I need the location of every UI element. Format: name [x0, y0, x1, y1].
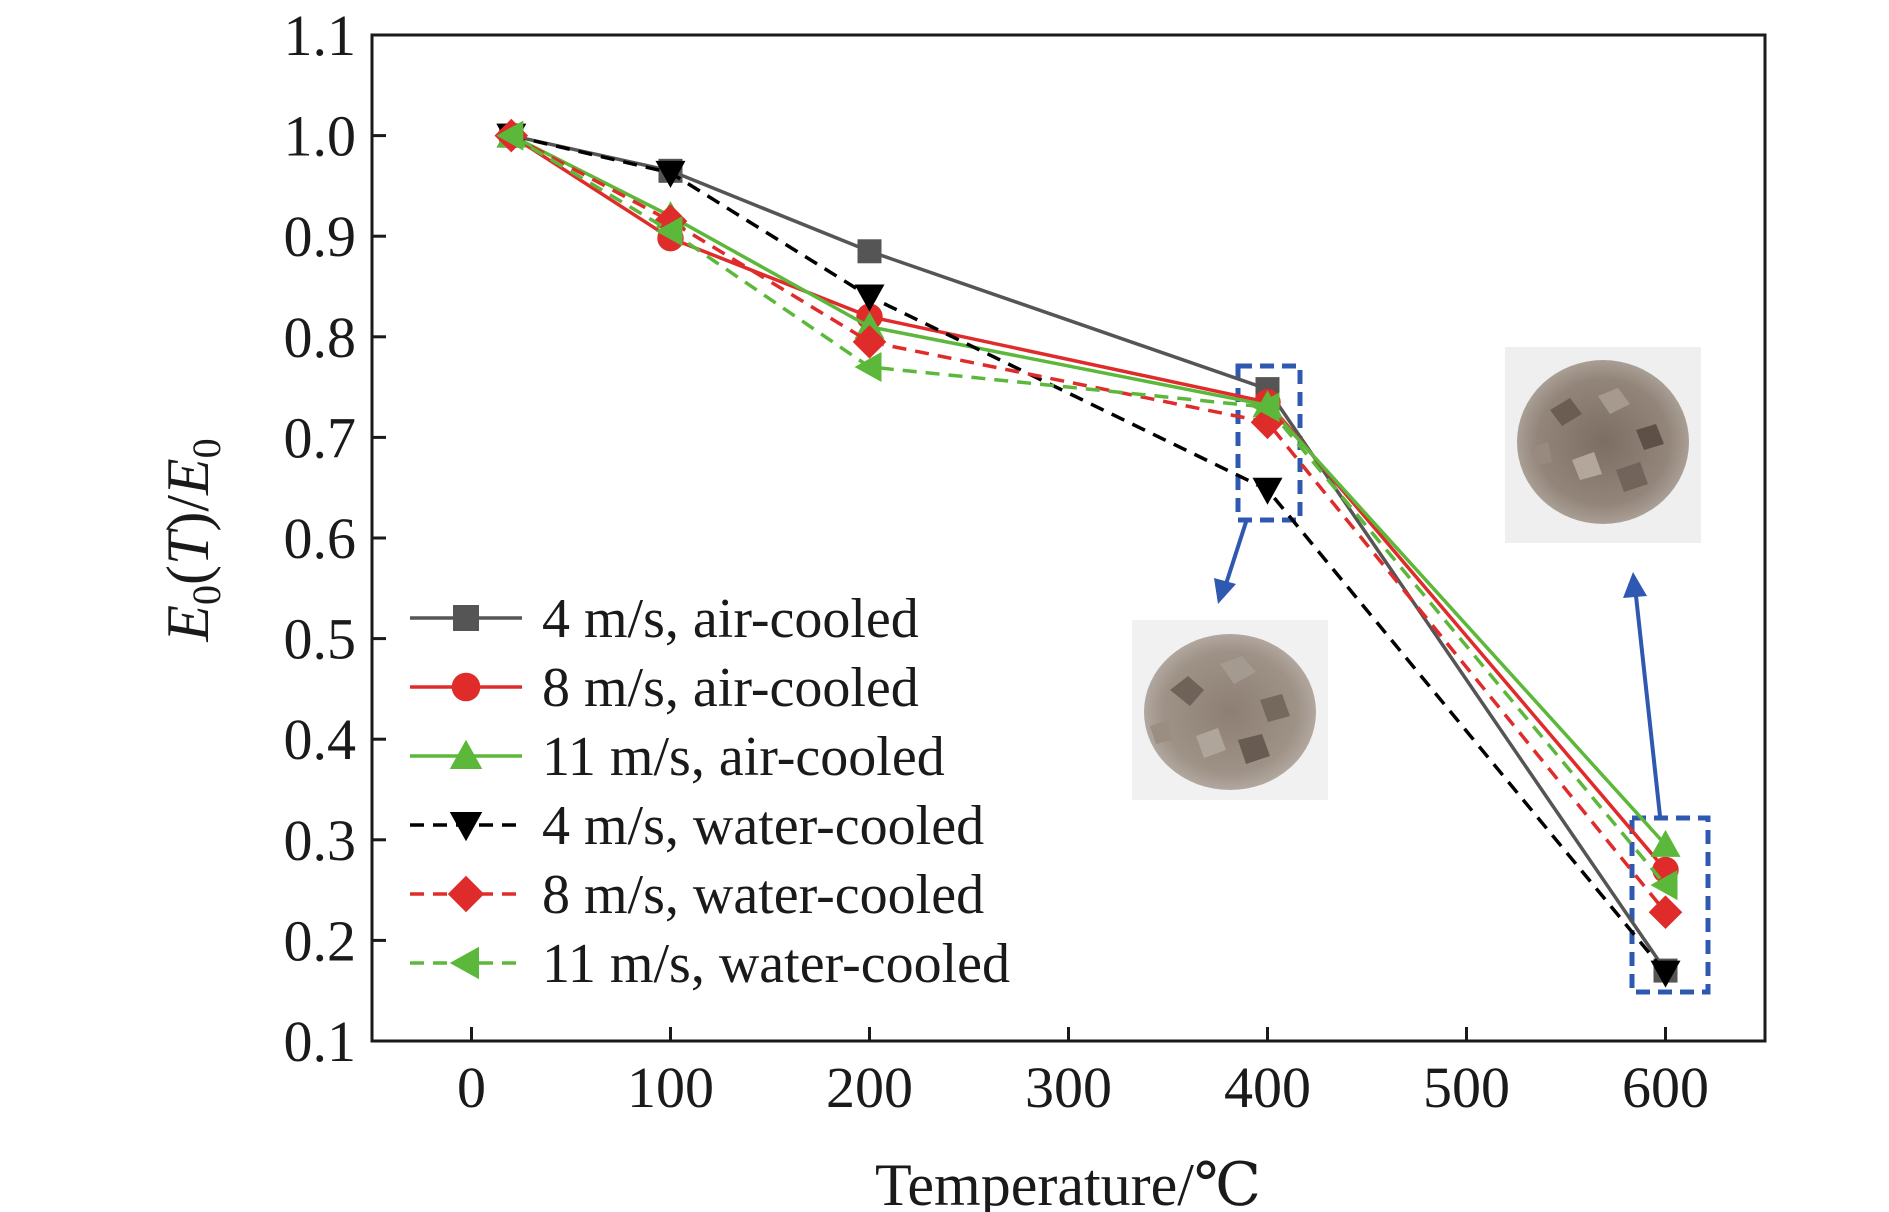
legend-item: 11 m/s, air-cooled: [410, 726, 945, 788]
legend-label: 8 m/s, air-cooled: [542, 657, 919, 719]
y-tick-label: 0.3: [284, 808, 357, 873]
rock-sample-photo-400: [1132, 620, 1328, 800]
data-point: [854, 284, 885, 312]
legend-label: 11 m/s, water-cooled: [542, 933, 1010, 995]
y-tick-label: 0.6: [284, 506, 357, 571]
data-point: [1252, 477, 1283, 505]
y-tick-label: 0.7: [284, 405, 357, 470]
x-tick-label: 600: [1622, 1055, 1709, 1120]
data-point: [655, 160, 686, 188]
legend-item: 8 m/s, air-cooled: [410, 657, 919, 719]
legend-marker: [447, 875, 485, 913]
highlight-box-600: [1629, 815, 1711, 995]
y-axis-title: E0(T)/E0: [155, 438, 229, 642]
y-tick-label: 0.8: [284, 305, 357, 370]
data-point: [653, 204, 688, 238]
y-tick-label: 1.0: [284, 104, 357, 169]
data-point: [1650, 960, 1681, 988]
arrow-600: [1623, 572, 1662, 817]
x-tick-label: 100: [627, 1055, 714, 1120]
data-point: [655, 216, 683, 247]
series-line: [510, 134, 1667, 914]
y-tick-label: 0.4: [284, 707, 357, 772]
legend-marker: [449, 812, 483, 842]
series-4: [496, 123, 1681, 988]
legend-marker: [451, 672, 481, 702]
x-tick-label: 200: [826, 1055, 913, 1120]
x-tick-label: 500: [1423, 1055, 1510, 1120]
arrow-400: [1214, 521, 1248, 604]
series-6: [496, 120, 1678, 901]
x-axis-title: Temperature/℃: [875, 1152, 1261, 1212]
data-point: [496, 120, 524, 151]
legend-item: 4 m/s, air-cooled: [410, 588, 919, 650]
legend-item: 11 m/s, water-cooled: [410, 933, 1010, 995]
y-tick-label: 0.9: [284, 204, 357, 269]
rock-sample-photo-600: [1505, 347, 1701, 543]
legend-marker: [453, 605, 479, 631]
y-tick-label: 1.1: [284, 3, 357, 68]
legend-marker: [449, 946, 479, 980]
axes: 0.1 0.2 0.3 0.4 0.5 0.6 0.7 0.8 0.9 1.0 1.1 0 100 200…: [284, 3, 1710, 1120]
legend-label: 4 m/s, water-cooled: [542, 795, 984, 857]
data-point: [1650, 829, 1681, 857]
y-tick-label: 0.1: [284, 1009, 357, 1074]
data-point: [1252, 392, 1280, 423]
x-tick-label: 300: [1025, 1055, 1112, 1120]
data-point: [1648, 895, 1683, 930]
legend-marker: [449, 739, 483, 769]
y-tick-label: 0.5: [284, 607, 357, 672]
legend-label: 4 m/s, air-cooled: [542, 588, 919, 650]
series-layer: [494, 118, 1683, 988]
x-tick-label: 400: [1224, 1055, 1311, 1120]
data-point: [1650, 870, 1678, 901]
y-tick-label: 0.2: [284, 908, 357, 973]
legend-label: 11 m/s, air-cooled: [542, 726, 945, 788]
data-point: [854, 351, 882, 382]
data-point: [852, 325, 887, 359]
legend: 4 m/s, air-cooled 8 m/s, air-cooled 11 m/s…: [410, 588, 1010, 995]
legend-item: 8 m/s, water-cooled: [410, 864, 984, 926]
legend-label: 8 m/s, water-cooled: [542, 864, 984, 926]
data-point: [857, 239, 882, 264]
x-tick-label: 0: [457, 1055, 486, 1120]
legend-item: 4 m/s, water-cooled: [410, 795, 984, 857]
